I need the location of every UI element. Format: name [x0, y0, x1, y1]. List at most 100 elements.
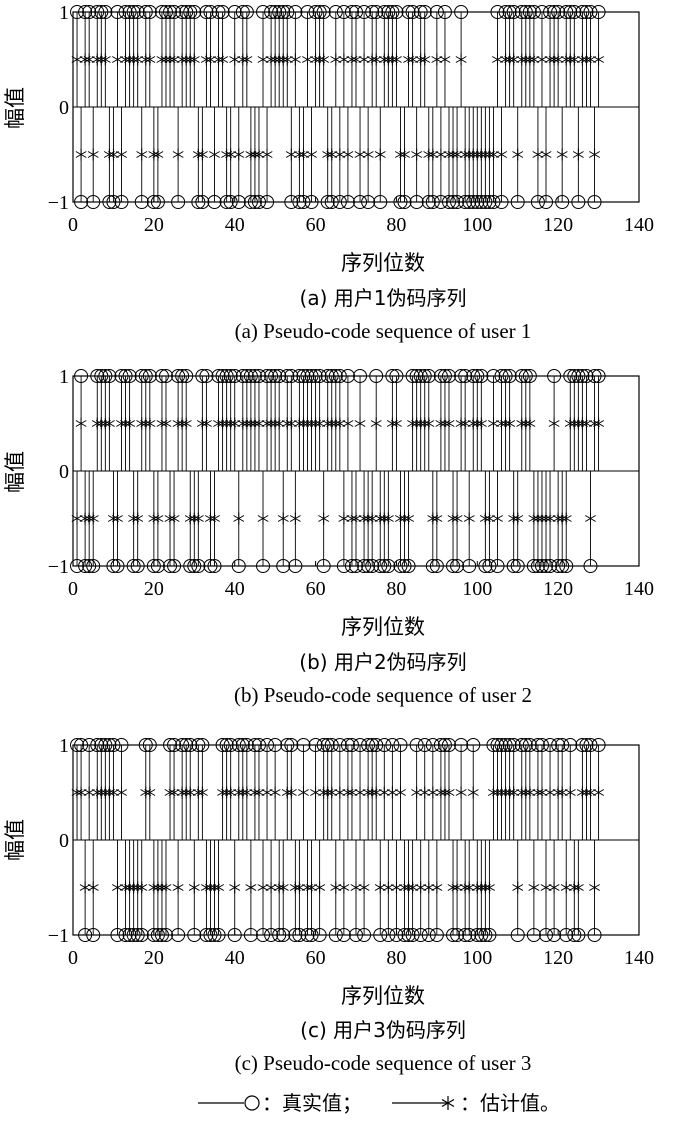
true-value-marker	[187, 559, 202, 573]
true-value-marker	[276, 5, 291, 19]
estimated-value-marker	[455, 786, 467, 799]
estimated-value-marker	[370, 53, 382, 66]
true-value-marker	[405, 369, 420, 383]
true-value-marker	[292, 928, 307, 942]
true-value-marker	[446, 559, 461, 573]
estimated-value-marker	[192, 786, 204, 799]
caption-chinese: (b) 用户2伪码序列	[299, 650, 466, 674]
estimated-value-marker	[350, 512, 362, 525]
true-value-marker	[393, 738, 408, 752]
true-value-marker	[74, 195, 89, 209]
estimated-value-marker	[552, 786, 564, 799]
true-value-marker	[417, 369, 432, 383]
estimated-value-marker	[136, 148, 148, 161]
true-value-marker	[417, 738, 432, 752]
true-value-marker	[377, 5, 392, 19]
estimated-value-marker	[544, 53, 556, 66]
estimated-value-marker	[407, 417, 419, 430]
estimated-value-marker	[520, 53, 532, 66]
true-value-marker	[462, 928, 477, 942]
true-value-marker	[227, 928, 242, 942]
estimated-value-marker	[463, 148, 475, 161]
estimated-value-marker	[580, 53, 592, 66]
estimated-value-marker	[285, 148, 297, 161]
true-value-marker	[563, 5, 578, 19]
estimated-value-marker	[245, 417, 257, 430]
estimated-value-marker	[508, 512, 520, 525]
true-value-marker	[591, 5, 606, 19]
estimated-value-marker	[496, 148, 508, 161]
true-value-marker	[344, 5, 359, 19]
true-value-marker	[332, 738, 347, 752]
true-value-marker	[247, 195, 262, 209]
estimated-value-marker	[245, 148, 257, 161]
estimated-value-marker	[362, 148, 374, 161]
estimated-value-marker	[261, 148, 273, 161]
estimated-value-marker	[508, 53, 520, 66]
true-value-marker	[437, 5, 452, 19]
true-value-marker	[288, 5, 303, 19]
true-value-marker	[256, 559, 271, 573]
true-value-marker	[219, 195, 234, 209]
true-value-marker	[579, 738, 594, 752]
estimated-value-marker	[399, 512, 410, 525]
true-value-marker	[587, 928, 602, 942]
estimated-value-marker	[71, 512, 83, 525]
x-tick-label: 140	[624, 578, 654, 600]
true-value-marker	[98, 5, 113, 19]
true-value-marker	[256, 5, 271, 19]
estimated-value-marker	[172, 417, 184, 430]
estimated-value-marker	[281, 417, 293, 430]
estimated-value-marker	[124, 881, 136, 894]
estimated-value-marker	[83, 512, 95, 525]
estimated-value-marker	[544, 786, 556, 799]
true-value-marker	[353, 195, 368, 209]
estimated-value-marker	[221, 786, 233, 799]
true-value-marker	[555, 195, 570, 209]
estimated-value-marker	[120, 417, 132, 430]
true-value-marker	[506, 559, 521, 573]
estimated-value-marker	[536, 512, 548, 525]
estimated-value-marker	[168, 512, 180, 525]
x-tick-label: 80	[386, 947, 406, 969]
x-tick-label: 60	[306, 947, 326, 969]
true-value-marker	[518, 5, 533, 19]
estimated-value-marker	[548, 881, 560, 894]
true-value-marker	[340, 195, 355, 209]
estimated-value-marker	[459, 881, 471, 894]
true-value-marker	[134, 195, 149, 209]
estimated-value-marker	[136, 417, 148, 430]
estimated-value-marker	[334, 148, 346, 161]
y-axis-label: 幅值	[3, 451, 27, 493]
estimated-value-marker	[257, 53, 269, 66]
estimated-value-marker	[508, 786, 520, 799]
true-value-marker	[187, 5, 202, 19]
estimated-value-marker	[455, 53, 467, 66]
estimated-value-marker	[75, 786, 87, 799]
true-value-marker	[288, 928, 303, 942]
estimated-value-marker	[136, 881, 148, 894]
true-value-marker	[587, 195, 602, 209]
estimated-value-marker	[75, 417, 87, 430]
true-value-marker	[534, 5, 549, 19]
estimated-value-marker	[132, 512, 144, 525]
estimated-value-marker	[172, 148, 184, 161]
estimated-value-marker	[213, 881, 225, 894]
true-value-marker	[498, 738, 513, 752]
estimated-value-marker	[487, 786, 499, 799]
estimated-value-marker	[318, 53, 330, 66]
estimated-value-marker	[487, 148, 499, 161]
true-value-marker	[272, 369, 287, 383]
true-value-marker	[466, 738, 481, 752]
estimated-value-marker	[370, 786, 382, 799]
estimated-value-marker	[500, 53, 512, 66]
x-axis-label: 序列位数	[341, 615, 425, 639]
true-value-marker	[260, 369, 275, 383]
true-value-marker	[470, 369, 485, 383]
true-value-marker	[510, 195, 525, 209]
true-value-marker	[296, 738, 311, 752]
estimated-value-marker	[483, 881, 495, 894]
estimated-value-marker	[407, 881, 419, 894]
